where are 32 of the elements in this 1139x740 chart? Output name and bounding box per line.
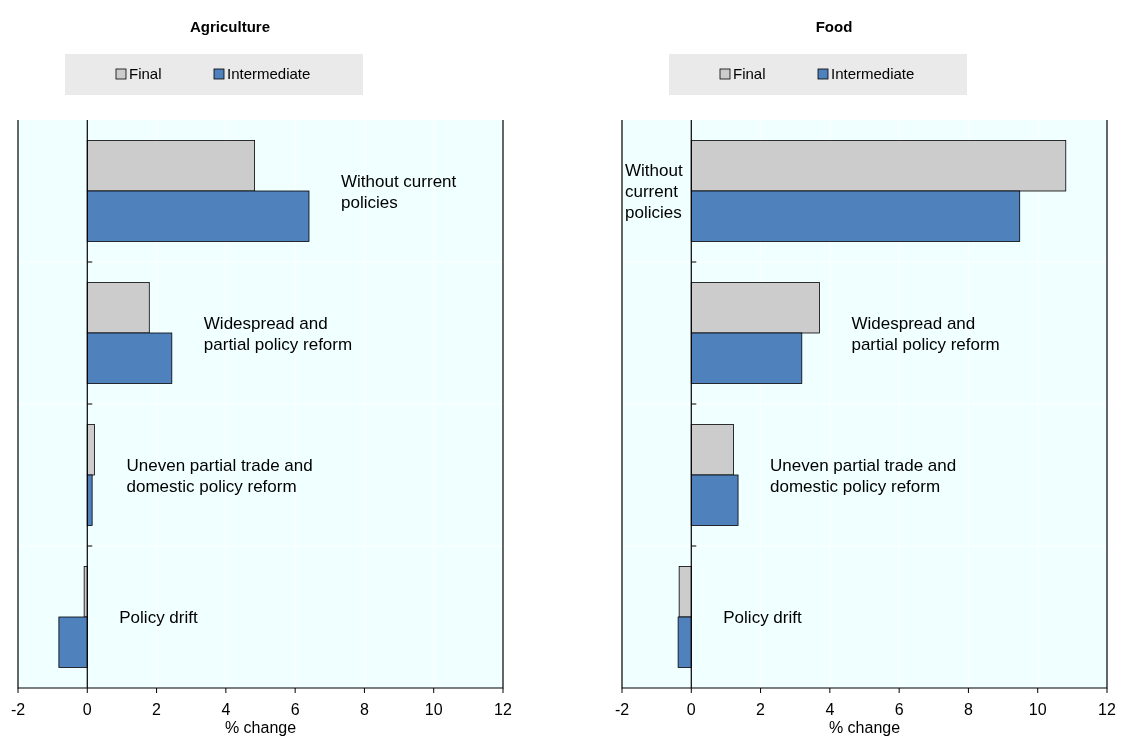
x-tick-label: 2 (152, 701, 162, 718)
x-tick-label: 2 (756, 701, 766, 718)
x-tick-label: 4 (221, 701, 231, 718)
legend-label: Final (733, 65, 766, 82)
y-tick-label: Without current policies (625, 161, 683, 222)
x-tick-label: -2 (10, 701, 26, 718)
y-tick-label: Without current policies (341, 171, 457, 212)
legend-label: Final (129, 65, 162, 82)
x-tick-label: 12 (1098, 701, 1116, 718)
x-tick-label: 12 (494, 701, 512, 718)
x-tick-label: 10 (1028, 701, 1047, 718)
x-tick-label: 0 (82, 701, 92, 718)
x-tick-label: 6 (894, 701, 904, 718)
y-tick-label: Widespread and partial policy reform (851, 313, 1000, 354)
x-tick-label: 6 (290, 701, 300, 718)
y-tick-label: Uneven partial trade and domestic policy reform (770, 455, 957, 496)
x-axis-title: % change (828, 719, 901, 736)
x-tick-label: -2 (614, 701, 630, 718)
x-tick-label: 10 (424, 701, 443, 718)
y-tick-label: Widespread and partial policy reform (203, 313, 353, 354)
x-tick-label: 8 (359, 701, 369, 718)
x-tick-label: 0 (686, 701, 696, 718)
chart-title: Food (815, 18, 853, 35)
chart-title: Agriculture (189, 18, 271, 35)
y-tick-label: Policy drift (119, 608, 198, 627)
x-tick-label: 4 (825, 701, 835, 718)
legend-label: Intermediate (831, 65, 915, 82)
legend-label: Intermediate (227, 65, 311, 82)
x-tick-label: 8 (963, 701, 973, 718)
y-tick-label: Uneven partial trade and domestic policy reform (126, 455, 313, 496)
y-tick-label: Policy drift (723, 608, 802, 627)
x-axis-title: % change (224, 719, 297, 736)
